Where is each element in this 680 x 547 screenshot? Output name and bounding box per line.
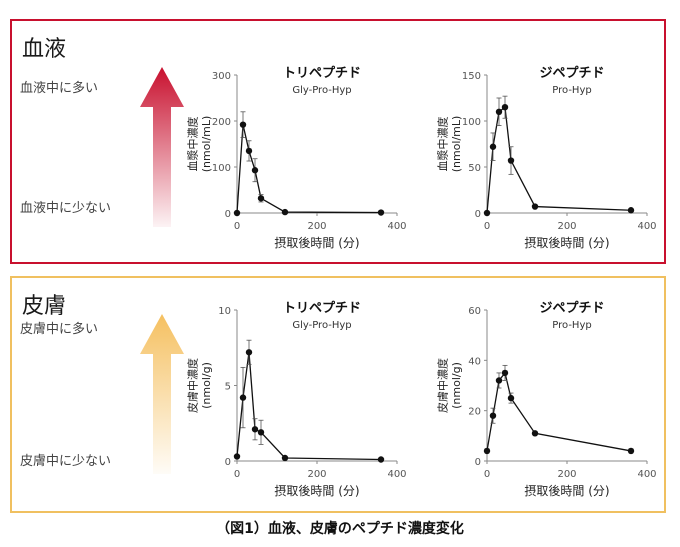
y-tick-label: 60: [468, 306, 481, 317]
y-axis-label: 血漿中濃度(nmol/mL): [186, 116, 213, 173]
x-tick-label: 400: [387, 221, 406, 232]
y-tick-label: 10: [218, 306, 231, 317]
data-point: [377, 209, 385, 216]
data-point: [233, 209, 241, 217]
y-tick-label: 0: [225, 209, 231, 220]
y-axis-label-line: 血漿中濃度: [436, 117, 450, 172]
skin-section-title: 皮膚: [22, 294, 67, 319]
y-tick-label: 100: [462, 117, 481, 128]
blood-high-label: 血液中に多い: [20, 81, 99, 96]
data-point: [507, 157, 515, 164]
x-axis-label: 摂取後時間 (分): [524, 235, 609, 250]
blood-section-title: 血液: [22, 37, 67, 62]
data-point: [489, 143, 497, 150]
data-point: [251, 426, 259, 433]
blood-increase-arrow: [140, 67, 184, 227]
chart-subtitle: Gly-Pro-Hyp: [292, 320, 351, 331]
data-point: [531, 430, 539, 437]
y-axis-label: 血漿中濃度(nmol/mL): [436, 116, 463, 173]
chart-blood-dipeptide: 0 50 100 150 0 200 400 ジペプチド Pro-Hyp 摂取後時間 (分) 血漿中…: [436, 66, 657, 250]
chart-title: ジペプチド: [539, 66, 604, 81]
data-point: [257, 195, 265, 202]
x-tick-label: 200: [557, 221, 576, 232]
y-axis-label-line: (nmol/g): [200, 362, 213, 409]
data-point: [627, 447, 635, 455]
x-tick-label: 0: [484, 469, 490, 480]
y-axis-label-line: (nmol/mL): [200, 116, 213, 173]
x-axis-label: 摂取後時間 (分): [274, 235, 359, 250]
y-axis-label-line: 皮膚中濃度: [186, 358, 200, 413]
skin-panel: 皮膚 皮膚中に多い 皮膚中に少ない: [10, 276, 666, 513]
y-axis-label-line: 皮膚中濃度: [436, 358, 450, 413]
chart-skin-dipeptide: 0 20 40 60 0 200 400 ジペプチド Pro-Hyp 摂取後時間 (分) 皮膚中濃度…: [436, 301, 657, 498]
data-point: [489, 412, 497, 419]
y-axis-label-line: (nmol/g): [450, 362, 463, 409]
data-point: [377, 456, 385, 463]
blood-panel: 血液 血液中に多い 血液中に少ない: [10, 19, 666, 264]
y-tick-label: 0: [225, 457, 231, 468]
data-point: [245, 349, 253, 356]
data-point: [239, 121, 247, 128]
skin-high-label: 皮膚中に多い: [20, 322, 99, 337]
data-point: [257, 429, 265, 436]
skin-increase-arrow: [140, 314, 184, 474]
data-point: [483, 447, 491, 455]
data-point: [245, 147, 253, 155]
y-axis-label-line: (nmol/mL): [450, 116, 463, 173]
data-point: [495, 108, 503, 115]
y-tick-label: 0: [475, 457, 481, 468]
data-point: [239, 394, 247, 401]
data-point: [483, 209, 491, 217]
x-tick-label: 0: [234, 221, 240, 232]
x-tick-label: 200: [557, 469, 576, 480]
x-tick-label: 0: [234, 469, 240, 480]
y-tick-label: 0: [475, 209, 481, 220]
skin-low-label: 皮膚中に少ない: [20, 454, 112, 469]
x-axis-label: 摂取後時間 (分): [524, 483, 609, 498]
chart-subtitle: Gly-Pro-Hyp: [292, 85, 351, 96]
y-axis-label-line: 血漿中濃度: [186, 117, 200, 172]
data-point: [281, 208, 289, 216]
x-tick-label: 400: [387, 469, 406, 480]
x-tick-label: 0: [484, 221, 490, 232]
y-tick-label: 300: [212, 71, 231, 82]
data-point: [281, 454, 289, 462]
figure-caption: （図1）血液、皮膚のペプチド濃度変化: [216, 521, 464, 537]
data-point: [251, 167, 259, 174]
chart-title: ジペプチド: [539, 301, 604, 316]
y-axis-label: 皮膚中濃度(nmol/g): [186, 358, 213, 413]
y-tick-label: 100: [212, 163, 231, 174]
x-axis-label: 摂取後時間 (分): [274, 483, 359, 498]
y-tick-label: 40: [468, 356, 481, 367]
y-tick-label: 50: [468, 163, 481, 174]
series-line: [236, 352, 382, 461]
chart-title: トリペプチド: [283, 66, 361, 81]
x-tick-label: 200: [307, 221, 326, 232]
data-point: [531, 203, 539, 210]
x-tick-label: 400: [637, 221, 656, 232]
data-point: [627, 207, 635, 214]
series-line: [486, 371, 632, 452]
y-tick-label: 200: [212, 117, 231, 128]
data-point: [495, 377, 503, 384]
y-tick-label: 5: [225, 382, 231, 393]
data-point: [233, 453, 241, 460]
chart-title: トリペプチド: [283, 301, 361, 316]
data-point: [501, 369, 509, 377]
y-tick-label: 150: [462, 71, 481, 82]
x-tick-label: 200: [307, 469, 326, 480]
chart-skin-tripeptide: 0 5 10 0 200 400 トリペプチド Gly-Pro-Hyp 摂取後時間 (分) 皮膚中…: [186, 301, 407, 498]
chart-subtitle: Pro-Hyp: [552, 320, 591, 331]
chart-subtitle: Pro-Hyp: [552, 85, 591, 96]
blood-low-label: 血液中に少ない: [20, 201, 112, 216]
data-point: [507, 394, 515, 402]
y-axis-label: 皮膚中濃度(nmol/g): [436, 358, 463, 413]
data-point: [501, 104, 509, 111]
x-tick-label: 400: [637, 469, 656, 480]
y-tick-label: 20: [468, 407, 481, 418]
chart-blood-tripeptide: 0 100 200 300 0 200 400 トリペプチド Gly-Pro-Hyp 摂取後時間 …: [186, 66, 407, 250]
